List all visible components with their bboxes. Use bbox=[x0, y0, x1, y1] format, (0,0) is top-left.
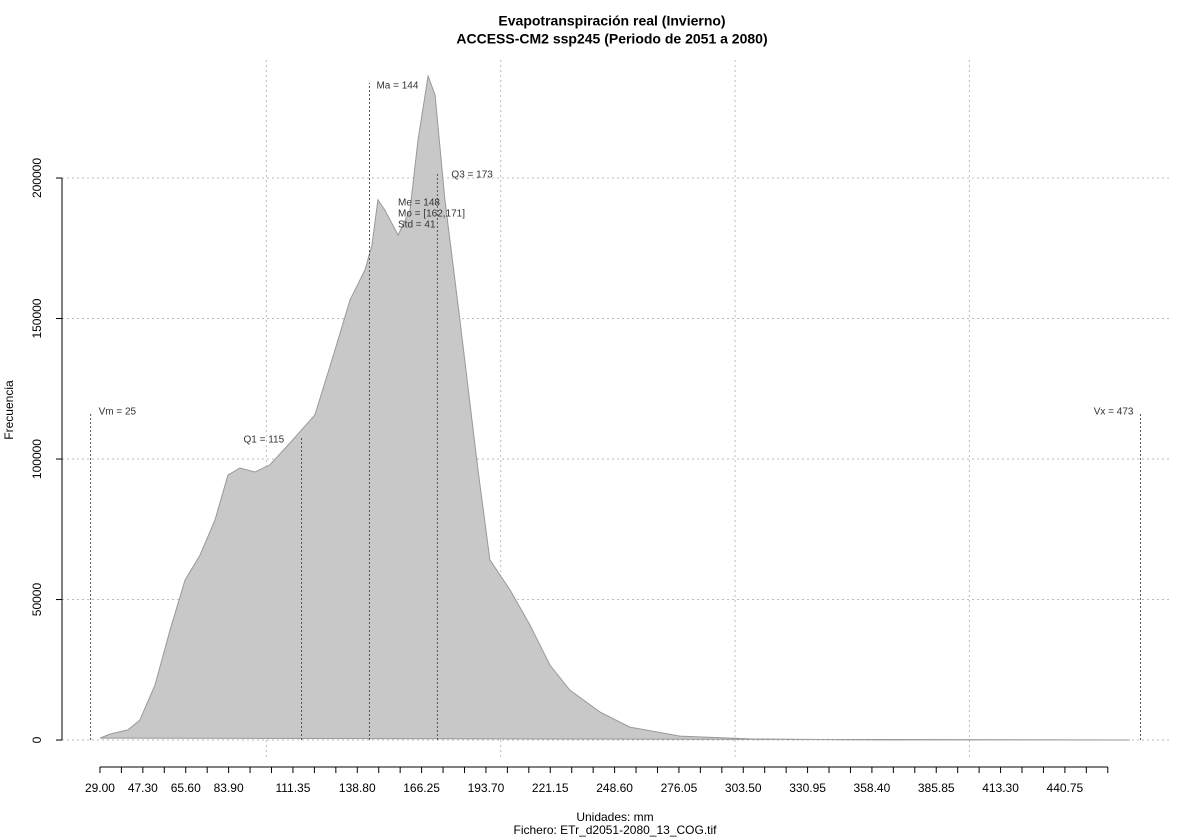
stat-label: Vm = 25 bbox=[99, 407, 137, 418]
stat-summary: Me = 148 bbox=[398, 198, 440, 209]
y-tick-label: 100000 bbox=[30, 439, 44, 479]
x-tick-label: 47.30 bbox=[128, 781, 158, 795]
y-tick-label: 0 bbox=[30, 736, 44, 743]
x-axis-label: Unidades: mm bbox=[576, 810, 653, 824]
stat-label: Ma = 144 bbox=[376, 81, 418, 92]
x-tick-label: 276.05 bbox=[661, 781, 698, 795]
x-tick-label: 166.25 bbox=[403, 781, 440, 795]
density-area bbox=[99, 74, 1130, 741]
stat-summary: Std = 41 bbox=[398, 220, 436, 231]
y-tick-label: 150000 bbox=[30, 298, 44, 338]
x-tick-label: 83.90 bbox=[214, 781, 244, 795]
stat-label: Vx = 473 bbox=[1094, 407, 1134, 418]
stat-label: Q1 = 115 bbox=[244, 435, 285, 446]
x-tick-label: 358.40 bbox=[854, 781, 891, 795]
chart-title: Evapotranspiración real (Invierno) bbox=[498, 13, 725, 29]
chart-subtitle: ACCESS-CM2 ssp245 (Periodo de 2051 a 208… bbox=[456, 31, 767, 47]
x-tick-label: 330.95 bbox=[789, 781, 826, 795]
stat-label: Q3 = 173 bbox=[451, 170, 493, 181]
x-tick-label: 413.30 bbox=[982, 781, 1019, 795]
x-tick-label: 29.00 bbox=[85, 781, 115, 795]
x-tick-label: 385.85 bbox=[918, 781, 955, 795]
stat-summary: Mo = [162,171] bbox=[398, 209, 465, 220]
caption: Fichero: ETr_d2051-2080_13_COG.tif bbox=[514, 823, 718, 837]
x-tick-label: 65.60 bbox=[171, 781, 201, 795]
x-tick-label: 303.50 bbox=[725, 781, 762, 795]
x-tick-label: 193.70 bbox=[468, 781, 505, 795]
x-tick-label: 248.60 bbox=[596, 781, 633, 795]
y-tick-label: 200000 bbox=[30, 158, 44, 198]
x-tick-label: 111.35 bbox=[275, 781, 310, 795]
y-axis-label: Frecuencia bbox=[2, 380, 16, 440]
x-tick-label: 221.15 bbox=[532, 781, 569, 795]
x-tick-label: 138.80 bbox=[339, 781, 376, 795]
x-tick-label: 440.75 bbox=[1047, 781, 1084, 795]
y-tick-label: 50000 bbox=[30, 583, 44, 617]
